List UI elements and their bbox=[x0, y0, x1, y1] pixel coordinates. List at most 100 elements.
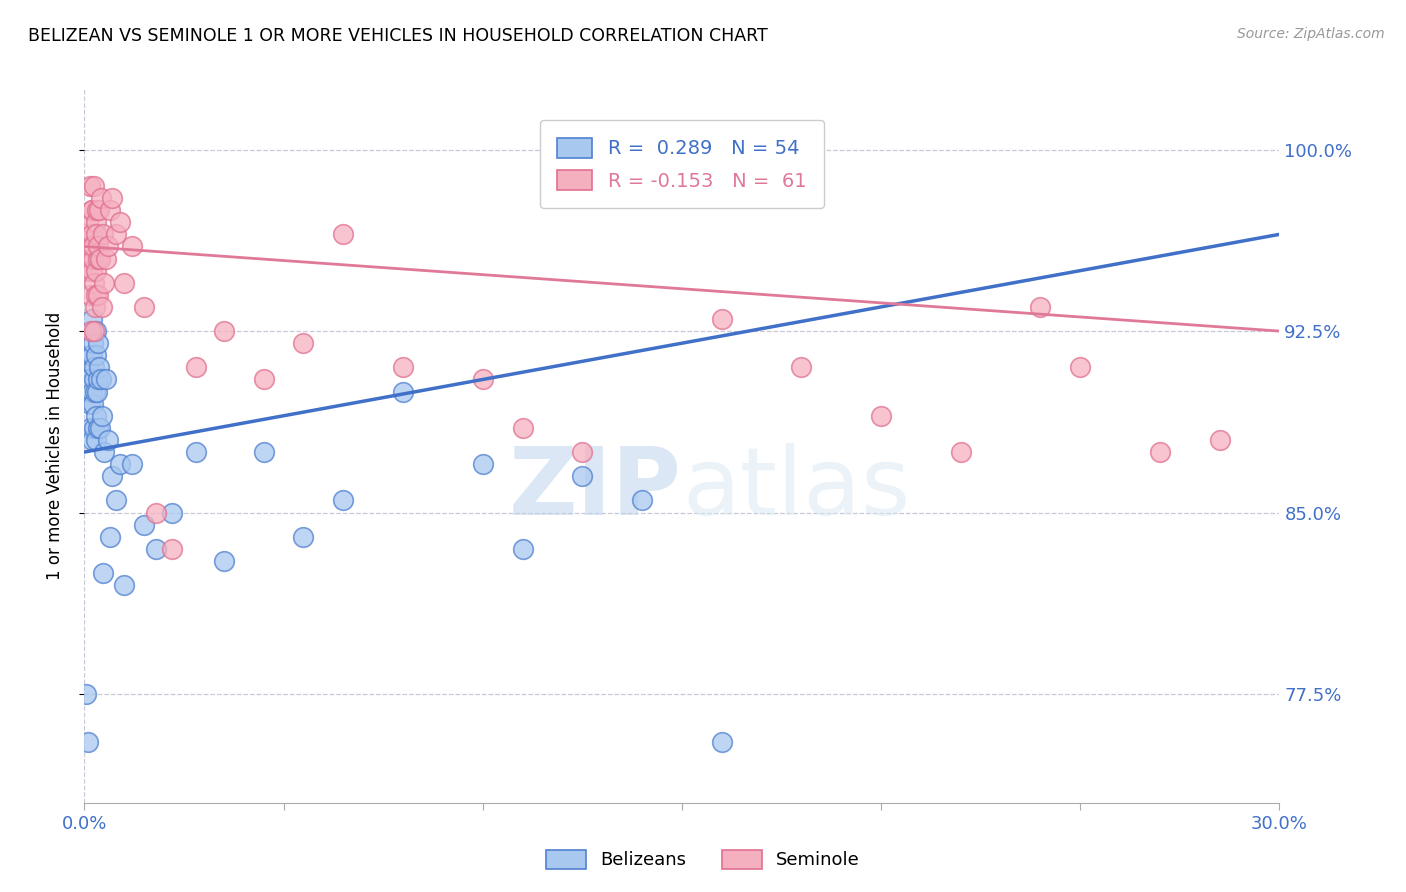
Y-axis label: 1 or more Vehicles in Household: 1 or more Vehicles in Household bbox=[45, 312, 63, 580]
Point bbox=[89, 203, 111, 218]
Point bbox=[253, 372, 276, 386]
Point bbox=[212, 554, 235, 568]
Point bbox=[512, 541, 534, 556]
Point bbox=[83, 421, 105, 435]
Point bbox=[86, 203, 108, 218]
Point bbox=[84, 227, 107, 242]
Point bbox=[84, 300, 107, 314]
Point bbox=[292, 530, 315, 544]
Point bbox=[82, 348, 104, 362]
Point bbox=[710, 312, 733, 326]
Point bbox=[82, 203, 104, 218]
Point bbox=[86, 348, 108, 362]
Point bbox=[84, 384, 107, 399]
Point bbox=[77, 372, 100, 386]
Point bbox=[93, 566, 115, 580]
Point bbox=[870, 409, 893, 423]
Point bbox=[80, 324, 103, 338]
Legend: R =  0.289   N = 54, R = -0.153   N =  61: R = 0.289 N = 54, R = -0.153 N = 61 bbox=[540, 120, 824, 208]
Point bbox=[96, 372, 118, 386]
Point bbox=[80, 324, 103, 338]
Point bbox=[160, 506, 183, 520]
Point bbox=[710, 735, 733, 749]
Point bbox=[80, 312, 103, 326]
Point bbox=[571, 469, 593, 483]
Point bbox=[1209, 433, 1232, 447]
Point bbox=[1029, 300, 1052, 314]
Point bbox=[87, 372, 110, 386]
Point bbox=[77, 360, 100, 375]
Point bbox=[332, 227, 354, 242]
Point bbox=[84, 215, 107, 229]
Point bbox=[110, 215, 132, 229]
Point bbox=[86, 433, 108, 447]
Point bbox=[97, 433, 120, 447]
Point bbox=[97, 239, 120, 253]
Point bbox=[292, 336, 315, 351]
Point bbox=[89, 252, 111, 266]
Point bbox=[145, 506, 167, 520]
Point bbox=[83, 372, 105, 386]
Point bbox=[86, 384, 108, 399]
Point bbox=[80, 263, 103, 277]
Point bbox=[83, 276, 105, 290]
Point bbox=[84, 324, 107, 338]
Point bbox=[98, 530, 121, 544]
Text: BELIZEAN VS SEMINOLE 1 OR MORE VEHICLES IN HOUSEHOLD CORRELATION CHART: BELIZEAN VS SEMINOLE 1 OR MORE VEHICLES … bbox=[28, 27, 768, 45]
Point bbox=[83, 178, 105, 193]
Point bbox=[1069, 360, 1091, 375]
Point bbox=[110, 457, 132, 471]
Point bbox=[83, 360, 105, 375]
Point bbox=[571, 445, 593, 459]
Point bbox=[145, 541, 167, 556]
Point bbox=[121, 457, 143, 471]
Point bbox=[86, 336, 108, 351]
Point bbox=[631, 143, 654, 157]
Point bbox=[471, 372, 494, 386]
Point bbox=[105, 493, 128, 508]
Point bbox=[332, 493, 354, 508]
Point bbox=[512, 421, 534, 435]
Point bbox=[112, 276, 135, 290]
Point bbox=[132, 517, 156, 532]
Text: atlas: atlas bbox=[682, 442, 910, 535]
Point bbox=[790, 360, 813, 375]
Point bbox=[79, 239, 101, 253]
Point bbox=[77, 252, 100, 266]
Point bbox=[392, 384, 415, 399]
Point bbox=[84, 409, 107, 423]
Point bbox=[98, 203, 121, 218]
Point bbox=[160, 541, 183, 556]
Point bbox=[112, 578, 135, 592]
Point bbox=[75, 227, 97, 242]
Point bbox=[80, 384, 103, 399]
Point bbox=[79, 178, 101, 193]
Point bbox=[80, 203, 103, 218]
Point bbox=[86, 288, 108, 302]
Point bbox=[1149, 445, 1171, 459]
Point bbox=[184, 360, 207, 375]
Point bbox=[93, 227, 115, 242]
Point bbox=[87, 288, 110, 302]
Point bbox=[79, 348, 101, 362]
Point bbox=[101, 191, 124, 205]
Point bbox=[87, 421, 110, 435]
Point bbox=[82, 336, 104, 351]
Point bbox=[87, 239, 110, 253]
Point bbox=[82, 433, 104, 447]
Point bbox=[75, 687, 97, 701]
Point bbox=[90, 191, 112, 205]
Point bbox=[82, 227, 104, 242]
Text: Source: ZipAtlas.com: Source: ZipAtlas.com bbox=[1237, 27, 1385, 41]
Point bbox=[77, 215, 100, 229]
Point bbox=[132, 300, 156, 314]
Point bbox=[101, 469, 124, 483]
Point bbox=[79, 288, 101, 302]
Point bbox=[76, 263, 98, 277]
Point bbox=[949, 445, 972, 459]
Text: ZIP: ZIP bbox=[509, 442, 682, 535]
Legend: Belizeans, Seminole: Belizeans, Seminole bbox=[537, 841, 869, 879]
Point bbox=[79, 421, 101, 435]
Point bbox=[184, 445, 207, 459]
Point bbox=[82, 252, 104, 266]
